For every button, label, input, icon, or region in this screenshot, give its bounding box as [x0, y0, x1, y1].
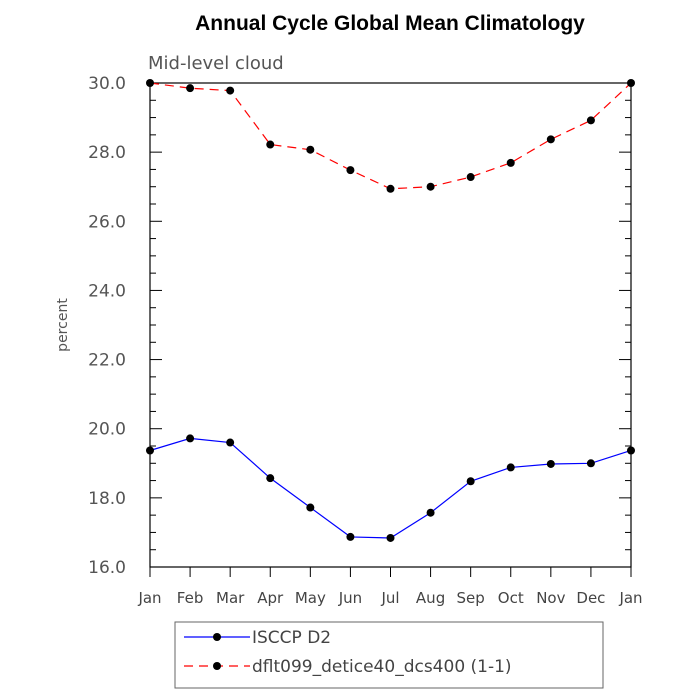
data-point-series-1 [266, 140, 275, 149]
data-point-series-1 [306, 145, 315, 154]
plot-frame [149, 82, 632, 568]
data-point-series-1 [386, 184, 395, 193]
x-tick-label: Jan [137, 589, 161, 607]
series-layer [146, 79, 635, 542]
data-point-series-0 [506, 463, 515, 472]
chart-subtitle: Mid-level cloud [148, 53, 284, 74]
data-point-series-0 [466, 477, 475, 486]
axis-ticks: 16.0 18.0 20.0 22.0 24.0 26.0 28.0 30.0 Jan Feb Ma… [88, 74, 642, 607]
data-point-series-1 [426, 182, 435, 191]
x-tick-label: Sep [457, 589, 485, 607]
data-point-series-0 [146, 446, 154, 455]
y-axis-label: percent [55, 298, 71, 352]
x-tick-label: Apr [257, 589, 284, 607]
x-tick-label: Mar [216, 589, 245, 607]
y-tick-label: 26.0 [88, 212, 126, 232]
data-point-series-1 [226, 86, 235, 95]
x-tick-label: May [295, 589, 326, 607]
y-tick-label: 18.0 [88, 489, 126, 509]
data-point-series-1 [586, 116, 595, 125]
data-point-series-1 [346, 166, 355, 175]
series-line-0 [149, 437, 632, 539]
data-point-series-1 [627, 79, 635, 87]
data-point-series-0 [586, 459, 595, 468]
data-point-series-1 [466, 173, 475, 182]
data-point-series-0 [426, 508, 435, 517]
x-tick-label: Oct [498, 589, 524, 607]
y-tick-label: 24.0 [88, 281, 126, 301]
x-tick-label: Feb [177, 589, 204, 607]
legend-box [174, 621, 604, 689]
data-point-series-1 [146, 79, 154, 87]
legend-label-isccp: ISCCP D2 [252, 628, 331, 648]
data-point-series-1 [546, 135, 555, 144]
y-tick-label: 28.0 [88, 143, 126, 163]
x-tick-label: Jan [618, 589, 642, 607]
y-tick-label: 22.0 [88, 351, 126, 371]
data-point-series-0 [346, 532, 355, 541]
x-tick-label: Aug [416, 589, 445, 607]
x-tick-label: Dec [576, 589, 605, 607]
legend-marker-isccp [213, 633, 221, 641]
data-point-series-0 [386, 533, 395, 542]
y-tick-label: 20.0 [88, 420, 126, 440]
series-line-1 [149, 82, 632, 190]
data-point-series-0 [266, 474, 275, 483]
x-tick-label: Nov [536, 589, 565, 607]
x-tick-label: Jul [380, 589, 399, 607]
legend: ISCCP D2 dflt099_detice40_dcs400 (1-1) [174, 621, 604, 689]
y-tick-label: 30.0 [88, 74, 126, 94]
x-tick-label: Jun [338, 589, 362, 607]
y-tick-label: 16.0 [88, 558, 126, 578]
data-point-series-0 [226, 438, 235, 447]
data-point-series-0 [546, 459, 555, 468]
data-point-series-0 [186, 434, 195, 443]
data-point-series-0 [306, 503, 315, 512]
data-point-series-0 [627, 446, 635, 455]
chart-title: Annual Cycle Global Mean Climatology [195, 12, 585, 35]
data-point-series-1 [186, 84, 195, 93]
data-point-series-1 [506, 158, 515, 167]
legend-marker-model [213, 662, 221, 670]
legend-label-model: dflt099_detice40_dcs400 (1-1) [252, 657, 512, 677]
